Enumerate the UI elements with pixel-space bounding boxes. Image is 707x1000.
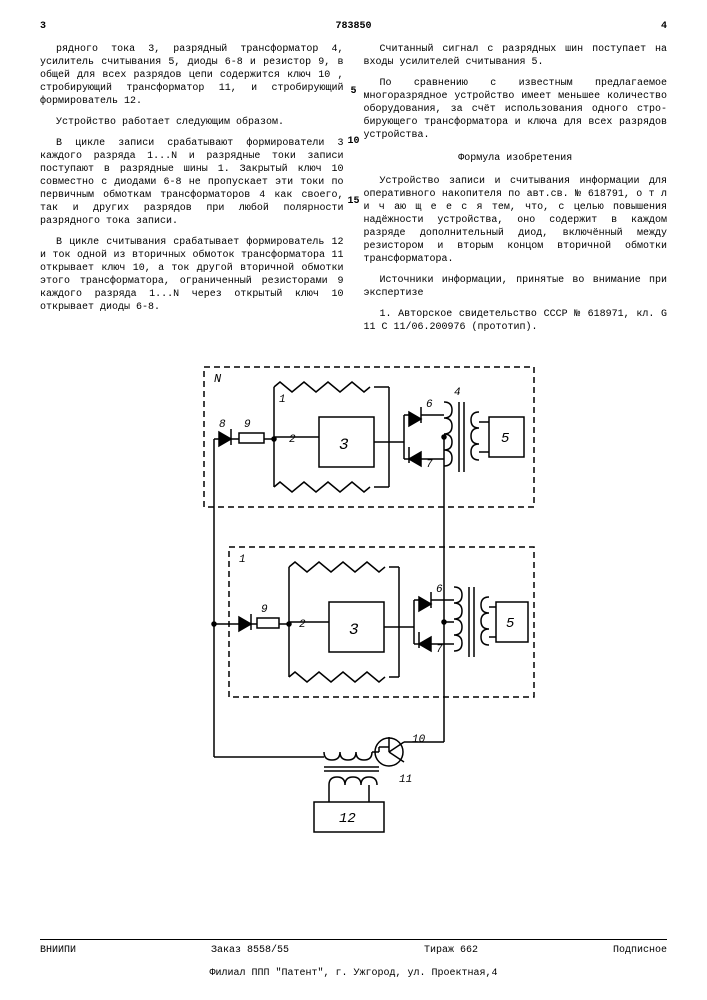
footer-order: Заказ 8558/55 [211,944,289,957]
footer-sub: Подписное [613,944,667,957]
footer: ВНИИПИ Заказ 8558/55 Тираж 662 Подписное… [40,933,667,980]
line-marker-15: 15 [347,195,359,208]
label-9a: 9 [244,419,251,431]
label-3b: 3 [349,621,359,639]
label-6b: 6 [436,584,443,596]
footer-row: ВНИИПИ Заказ 8558/55 Тираж 662 Подписное [40,939,667,957]
label-5b: 5 [506,616,515,632]
label-9b: 9 [261,604,268,616]
footer-org: ВНИИПИ [40,944,76,957]
label-block1: 1 [239,554,246,566]
right-p4: Источники информации, принятые во вниман… [364,274,668,300]
left-column: рядного тока 3, разрядный транс­форматор… [40,43,344,342]
label-12: 12 [339,811,356,827]
label-11: 11 [399,774,412,786]
right-p1: Считанный сигнал с разрядных шин поступа… [364,43,668,69]
label-2a: 2 [289,434,296,446]
right-p2: По сравнению с известным предла­гаемое м… [364,77,668,142]
right-column: Считанный сигнал с разрядных шин поступа… [364,43,668,342]
formula-title: Формула изобретения [364,152,668,165]
label-5a: 5 [501,431,510,447]
line-marker-5: 5 [350,85,356,98]
doc-number: 783850 [335,20,371,33]
label-10: 10 [412,734,426,746]
label-4a: 4 [454,387,461,399]
circuit-diagram: N 1 3 2 6 7 4 5 [144,357,564,842]
label-N: N [214,372,222,386]
diagram-svg: N 1 3 2 6 7 4 5 [144,357,564,837]
label-2b: 2 [299,619,306,631]
left-p3: В цикле записи срабатывают форми­ровател… [40,137,344,228]
page-header: 3 783850 4 [40,20,667,33]
label-7a: 7 [426,459,433,471]
label-6a: 6 [426,399,433,411]
label-7b: 7 [436,644,443,656]
footer-address: Филиал ППП "Патент", г. Ужгород, ул. Про… [40,963,667,980]
label-1a: 1 [279,394,286,406]
right-p5: 1. Авторское свидетельство СССР № 618971… [364,308,668,334]
page-left: 3 [40,20,46,33]
left-p1: рядного тока 3, разрядный транс­форматор… [40,43,344,108]
footer-tirage: Тираж 662 [424,944,478,957]
left-p2: Устройство работает следующим об­разом. [40,116,344,129]
line-marker-10: 10 [347,135,359,148]
label-3a: 3 [339,436,349,454]
page-right: 4 [661,20,667,33]
label-8a: 8 [219,419,226,431]
left-p4: В цикле считывания срабатывает формирова… [40,236,344,314]
right-p3: Устройство записи и считывания ин­формац… [364,175,668,266]
